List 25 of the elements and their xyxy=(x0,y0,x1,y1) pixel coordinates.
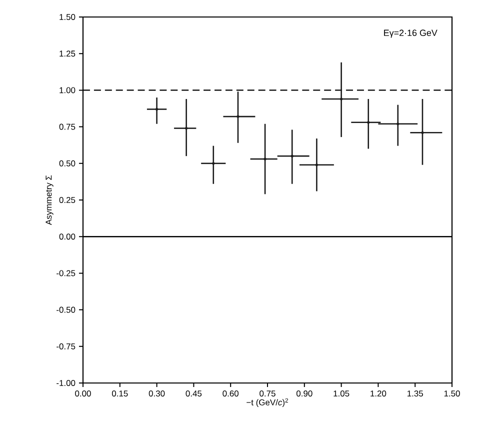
x-tick-label: 1.20 xyxy=(370,390,386,396)
y-tick-label: 1.25 xyxy=(60,50,76,57)
x-tick-label: 0.60 xyxy=(222,390,239,396)
x-tick-label: 0.75 xyxy=(260,390,276,396)
y-tick-label: 0.75 xyxy=(59,124,76,130)
x-tick-label: 0.00 xyxy=(75,390,91,396)
annotation: Eγ=2·16 GeV xyxy=(384,30,438,38)
x-tick-label: 1.50 xyxy=(444,390,460,396)
x-tick-label: 0.45 xyxy=(186,390,202,396)
x-tick-label: 1.05 xyxy=(334,390,350,396)
x-axis-title: −t (GeV/c)$^{2}$ xyxy=(246,398,288,408)
x-tick-label: 0.30 xyxy=(148,390,165,396)
y-tick-label: -0.50 xyxy=(56,306,76,313)
y-tick-label: 1.50 xyxy=(60,14,76,20)
y-tick-label: 0.50 xyxy=(59,160,76,166)
y-tick-label: 0.00 xyxy=(59,234,76,240)
y-axis-title: Asymmetry Σ xyxy=(46,175,54,225)
x-tick-label: 0.15 xyxy=(112,390,128,396)
y-tick-label: -0.75 xyxy=(56,343,76,350)
x-tick-label: 0.90 xyxy=(296,390,312,396)
y-tick-label: 0.25 xyxy=(59,197,76,203)
y-tick-label: -0.25 xyxy=(56,270,76,276)
y-tick-label: 1.00 xyxy=(60,87,76,94)
y-tick-label: -1.00 xyxy=(56,380,76,386)
x-tick-label: 1.35 xyxy=(408,390,423,396)
